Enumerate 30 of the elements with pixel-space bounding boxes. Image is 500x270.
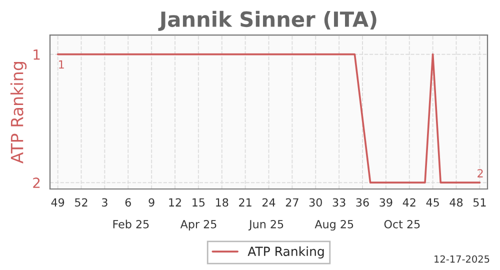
y-axis-title: ATP Ranking: [10, 62, 27, 164]
x-tick-label: 52: [75, 198, 88, 207]
x-tick-label: 12: [169, 198, 181, 206]
x-tick-label: 24: [262, 198, 276, 206]
chart-title: Jannik Sinner (ITA): [158, 10, 376, 31]
x-tick-label: 6: [125, 198, 131, 207]
text: 12-17-2025: [434, 255, 490, 263]
text: Feb 25: [113, 220, 149, 228]
x-tick-label: 51: [473, 198, 486, 207]
x-tick-label: 36: [356, 198, 369, 207]
x-tick-label: 9: [148, 198, 154, 207]
text: Aug 25: [314, 220, 354, 231]
x-tick-label: 45: [426, 198, 439, 207]
x-tick-label: 33: [332, 198, 346, 207]
x-tick-label: 42: [402, 198, 416, 206]
x-tick-label: 15: [192, 198, 205, 207]
x-tick-label: 49: [51, 198, 64, 207]
x-tick-label: 27: [286, 198, 298, 206]
text: Apr 25: [180, 220, 216, 231]
x-tick-label: 39: [380, 198, 392, 207]
annotation: 1: [59, 60, 64, 69]
x-tick-label: 21: [239, 198, 252, 206]
text: Jun 25: [248, 220, 284, 230]
text: Oct 25: [384, 220, 420, 228]
x-tick-label: 18: [216, 198, 228, 207]
x-tick-label: 48: [450, 198, 463, 207]
legend-label: ATP Ranking: [248, 246, 324, 259]
x-tick-label: 30: [309, 198, 322, 207]
x-tick-label: 3: [102, 198, 108, 207]
annotation: 2: [478, 169, 483, 178]
